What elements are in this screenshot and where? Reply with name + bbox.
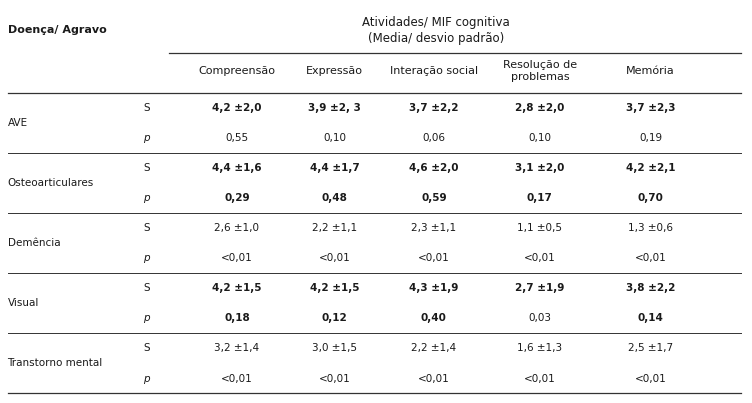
Text: <0,01: <0,01 [221,374,253,384]
Text: <0,01: <0,01 [221,253,253,264]
Text: Expressão: Expressão [306,66,363,76]
Text: 0,17: 0,17 [527,193,553,204]
Text: 4,2 ±2,1: 4,2 ±2,1 [626,163,675,173]
Text: Transtorno mental: Transtorno mental [8,358,103,368]
Text: Doença/ Agravo: Doença/ Agravo [8,25,106,35]
Text: Interação social: Interação social [390,66,478,76]
Text: 0,03: 0,03 [529,314,551,324]
Text: 0,10: 0,10 [529,133,551,143]
Text: 3,7 ±2,3: 3,7 ±2,3 [626,103,675,113]
Text: 3,7 ±2,2: 3,7 ±2,2 [409,103,459,113]
Text: S: S [144,103,150,113]
Text: 2,3 ±1,1: 2,3 ±1,1 [411,223,456,233]
Text: <0,01: <0,01 [319,253,350,264]
Text: 0,40: 0,40 [421,314,447,324]
Text: 3,1 ±2,0: 3,1 ±2,0 [515,163,565,173]
Text: 0,59: 0,59 [421,193,447,204]
Text: 0,06: 0,06 [423,133,445,143]
Text: 4,2 ±1,5: 4,2 ±1,5 [212,283,262,293]
Text: 4,4 ±1,6: 4,4 ±1,6 [212,163,262,173]
Text: 3,9 ±2, 3: 3,9 ±2, 3 [308,103,361,113]
Text: Demência: Demência [8,238,60,248]
Text: 4,6 ±2,0: 4,6 ±2,0 [409,163,459,173]
Text: Visual: Visual [8,298,39,308]
Text: 0,70: 0,70 [638,193,663,204]
Text: AVE: AVE [8,118,28,128]
Text: 0,55: 0,55 [226,133,248,143]
Text: Memória: Memória [626,66,675,76]
Text: 4,3 ±1,9: 4,3 ±1,9 [409,283,459,293]
Text: Resolução de
problemas: Resolução de problemas [503,60,577,82]
Text: S: S [144,283,150,293]
Text: 0,29: 0,29 [224,193,250,204]
Text: p: p [144,314,150,324]
Text: S: S [144,343,150,353]
Text: 0,12: 0,12 [322,314,347,324]
Text: 2,8 ±2,0: 2,8 ±2,0 [515,103,565,113]
Text: 1,1 ±0,5: 1,1 ±0,5 [517,223,562,233]
Text: 0,48: 0,48 [322,193,347,204]
Text: 4,2 ±1,5: 4,2 ±1,5 [310,283,359,293]
Text: <0,01: <0,01 [418,253,450,264]
Text: <0,01: <0,01 [635,253,666,264]
Text: 4,2 ±2,0: 4,2 ±2,0 [212,103,262,113]
Text: <0,01: <0,01 [418,374,450,384]
Text: Osteoarticulares: Osteoarticulares [8,178,94,188]
Text: 0,18: 0,18 [224,314,250,324]
Text: Compreensão: Compreensão [199,66,275,76]
Text: (Media/ desvio padrão): (Media/ desvio padrão) [368,32,505,45]
Text: 2,6 ±1,0: 2,6 ±1,0 [214,223,259,233]
Text: 2,5 ±1,7: 2,5 ±1,7 [628,343,673,353]
Text: 4,4 ±1,7: 4,4 ±1,7 [310,163,359,173]
Text: p: p [144,193,150,204]
Text: p: p [144,374,150,384]
Text: 2,2 ±1,4: 2,2 ±1,4 [411,343,456,353]
Text: 0,10: 0,10 [323,133,346,143]
Text: p: p [144,133,150,143]
Text: 1,3 ±0,6: 1,3 ±0,6 [628,223,673,233]
Text: <0,01: <0,01 [524,253,556,264]
Text: 1,6 ±1,3: 1,6 ±1,3 [517,343,562,353]
Text: 0,19: 0,19 [639,133,662,143]
Text: 3,8 ±2,2: 3,8 ±2,2 [626,283,675,293]
Text: p: p [144,253,150,264]
Text: 2,2 ±1,1: 2,2 ±1,1 [312,223,357,233]
Text: 3,0 ±1,5: 3,0 ±1,5 [312,343,357,353]
Text: S: S [144,163,150,173]
Text: Atividades/ MIF cognitiva: Atividades/ MIF cognitiva [362,16,510,29]
Text: 0,14: 0,14 [638,314,663,324]
Text: <0,01: <0,01 [524,374,556,384]
Text: <0,01: <0,01 [635,374,666,384]
Text: 2,7 ±1,9: 2,7 ±1,9 [515,283,565,293]
Text: 3,2 ±1,4: 3,2 ±1,4 [214,343,259,353]
Text: <0,01: <0,01 [319,374,350,384]
Text: S: S [144,223,150,233]
